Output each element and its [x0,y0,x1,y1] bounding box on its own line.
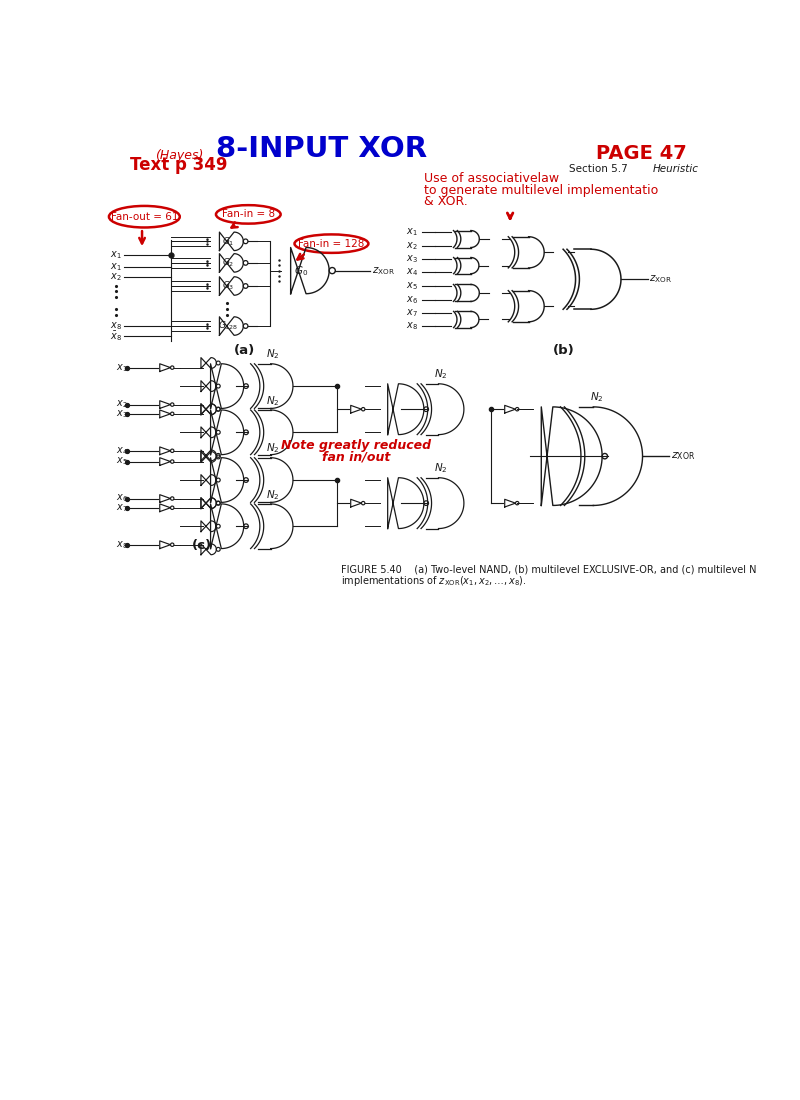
Text: Fan-out = 61: Fan-out = 61 [110,211,178,222]
Text: $G_2$: $G_2$ [222,256,234,270]
Text: $G_3$: $G_3$ [222,279,234,293]
Text: Fan-in = 8: Fan-in = 8 [222,209,275,219]
Text: & XOR.: & XOR. [424,195,468,208]
Text: Text p 349: Text p 349 [130,156,228,175]
Text: $x_1$: $x_1$ [110,250,122,261]
Text: $x_8$: $x_8$ [116,539,128,551]
Text: $G_{128}$: $G_{128}$ [218,320,238,332]
Text: $x_6$: $x_6$ [116,493,128,505]
Text: $G_1$: $G_1$ [222,235,234,248]
Text: (c): (c) [192,539,212,552]
Text: $x_7$: $x_7$ [116,502,128,514]
Text: Section 5.7: Section 5.7 [570,164,628,174]
Text: $z_\mathrm{XOR}$: $z_\mathrm{XOR}$ [671,450,695,462]
Text: Heuristic: Heuristic [653,164,698,174]
Text: $N_2$: $N_2$ [266,394,280,408]
Text: fan in/out: fan in/out [322,450,390,463]
Text: $x_2$: $x_2$ [116,398,127,410]
Text: $N_2$: $N_2$ [434,462,448,475]
Text: $x_1$: $x_1$ [110,261,122,273]
Text: (a): (a) [234,344,255,356]
Text: $x_8$: $x_8$ [406,320,418,332]
Text: $x_2$: $x_2$ [406,240,418,252]
Text: $x_2$: $x_2$ [110,271,122,283]
Text: implementations of $z_\mathrm{XOR}(x_1, x_2, \ldots, x_8)$.: implementations of $z_\mathrm{XOR}(x_1, … [341,574,526,589]
Text: $z_\mathrm{XOR}$: $z_\mathrm{XOR}$ [371,265,394,276]
Text: $x_1$: $x_1$ [406,227,418,238]
Text: $N_2$: $N_2$ [434,367,448,382]
Text: $x_3$: $x_3$ [116,408,128,420]
Text: $x_4$: $x_4$ [116,444,128,456]
Text: $x_5$: $x_5$ [406,280,418,292]
Text: (Hayes): (Hayes) [155,148,203,162]
Text: $x_4$: $x_4$ [406,266,418,278]
Text: $x_1$: $x_1$ [116,362,127,374]
Text: 8-INPUT XOR: 8-INPUT XOR [216,134,427,163]
Text: $x_5$: $x_5$ [116,455,128,468]
Text: $N_2$: $N_2$ [266,348,280,362]
Text: $G_0$: $G_0$ [294,264,308,277]
Text: Note greatly reduced: Note greatly reduced [281,439,431,452]
Text: $N_2$: $N_2$ [590,390,603,404]
Text: to generate multilevel implementatio: to generate multilevel implementatio [424,184,658,197]
Text: PAGE 47: PAGE 47 [596,144,686,163]
Text: $z_\mathrm{XOR}$: $z_\mathrm{XOR}$ [650,274,673,285]
Text: $N_2$: $N_2$ [266,441,280,455]
Text: $x_3$: $x_3$ [406,253,418,265]
Text: (b): (b) [553,344,575,356]
Text: $x_7$: $x_7$ [406,307,418,319]
Text: $x_8$: $x_8$ [110,320,122,332]
Text: Fan-in = 128: Fan-in = 128 [298,239,365,249]
Text: FIGURE 5.40    (a) Two-level NAND, (b) multilevel EXCLUSIVE-OR, and (c) multilev: FIGURE 5.40 (a) Two-level NAND, (b) mult… [341,564,756,574]
Text: $x_6$: $x_6$ [406,294,418,306]
Text: $\bar{x}_8$: $\bar{x}_8$ [110,329,122,343]
Text: $N_2$: $N_2$ [266,487,280,502]
Text: Use of associativelaw: Use of associativelaw [424,172,559,185]
